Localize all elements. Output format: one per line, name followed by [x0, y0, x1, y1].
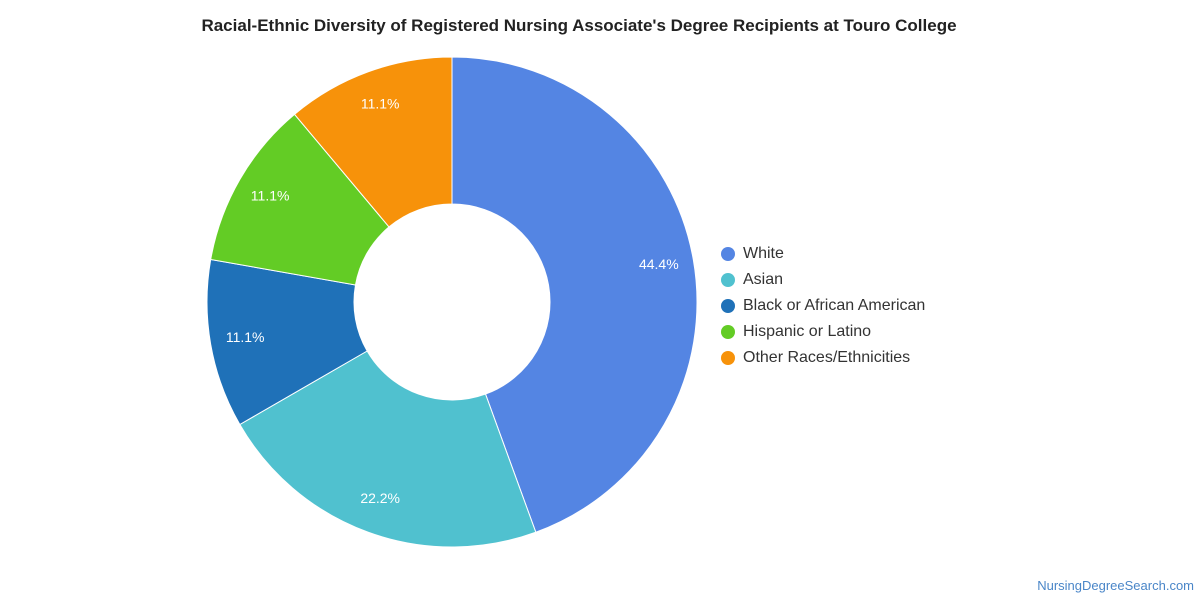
donut-slice-hispanic-or-latino[interactable]	[210, 113, 390, 286]
legend-label: Asian	[743, 271, 784, 288]
chart-legend: White Asian Black or African American Hi…	[721, 241, 925, 371]
chart-title: Racial-Ethnic Diversity of Registered Nu…	[201, 16, 957, 35]
legend-item-hispanic-or-latino[interactable]: Hispanic or Latino	[721, 319, 925, 345]
legend-item-black-or-african-american[interactable]: Black or African American	[721, 293, 925, 319]
slice-value-label: 11.1%	[251, 188, 290, 204]
legend-label: Other Races/Ethnicities	[743, 349, 911, 366]
legend-swatch	[721, 351, 735, 365]
legend-item-other-races-ethnicities[interactable]: Other Races/Ethnicities	[721, 345, 925, 371]
legend-swatch	[721, 273, 735, 287]
donut-slice-asian[interactable]	[239, 350, 537, 548]
donut-slice-white[interactable]	[451, 56, 698, 533]
legend-label: Black or African American	[743, 297, 926, 314]
slice-value-label: 44.4%	[639, 256, 679, 272]
source-link[interactable]: NursingDegreeSearch.com	[1037, 578, 1194, 593]
slice-value-label: 11.1%	[361, 95, 400, 111]
legend-swatch	[721, 325, 735, 339]
legend-swatch	[721, 299, 735, 313]
donut-slice-other-races-ethnicities[interactable]	[293, 56, 453, 228]
legend-item-white[interactable]: White	[721, 241, 925, 267]
legend-item-asian[interactable]: Asian	[721, 267, 925, 293]
legend-label: Hispanic or Latino	[743, 323, 872, 340]
slice-value-label: 11.1%	[226, 329, 265, 345]
legend-swatch	[721, 247, 735, 261]
slice-value-label: 22.2%	[360, 490, 400, 506]
donut-slice-black-or-african-american[interactable]	[206, 258, 368, 426]
legend-label: White	[743, 245, 784, 262]
